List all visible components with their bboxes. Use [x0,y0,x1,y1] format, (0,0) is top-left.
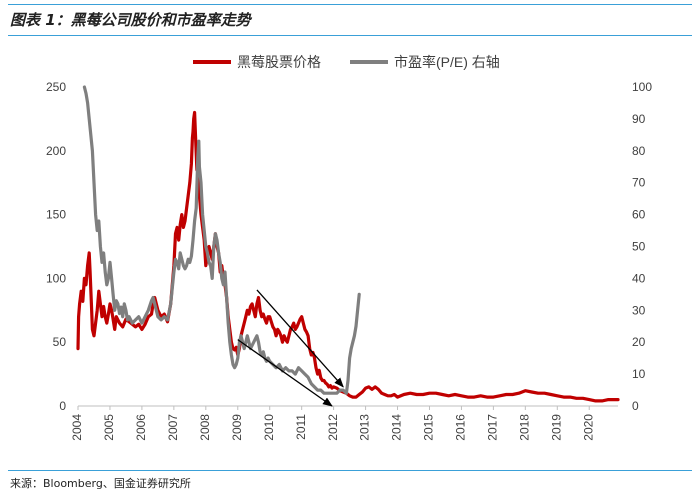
x-tick-label: 2008 [198,414,212,441]
y-right-tick-label: 0 [632,399,639,413]
trend-arrow-2 [237,339,333,407]
price-series-line [76,110,620,403]
title-rule-bottom [8,35,692,36]
y-right-tick-label: 10 [632,367,646,381]
y-left-tick-label: 100 [46,271,66,285]
legend-label-pe: 市盈率(P/E) 右轴 [394,54,500,70]
x-tick-label: 2014 [390,414,404,441]
y-left-tick-label: 250 [46,80,66,94]
x-tick-label: 2005 [102,414,116,441]
y-right-tick-label: 70 [632,176,646,190]
x-tick-label: 2015 [422,414,436,441]
title-rule-top [8,4,692,5]
series-layer [76,85,620,403]
footer-rule [8,470,692,471]
y-left-tick-label: 50 [53,335,67,349]
y-right-tick-label: 20 [632,335,646,349]
x-tick-label: 2017 [486,414,500,441]
legend-label-price: 黑莓股票价格 [237,54,321,70]
annotation-layer [237,289,344,407]
pe-series-line [82,85,361,395]
legend: 黑莓股票价格 市盈率(P/E) 右轴 [193,54,500,70]
x-tick-label: 2018 [518,414,532,441]
y-left-tick-label: 200 [46,144,66,158]
chart-svg: 黑莓股票价格 市盈率(P/E) 右轴 0 50 100 150 200 250 0 10 20 30… [46,54,652,441]
y-left-tick-label: 150 [46,208,66,222]
x-tick-label: 2012 [326,414,340,441]
x-tick-label: 2007 [166,414,180,441]
source-note: 来源：Bloomberg、国金证券研究所 [10,477,191,490]
chart-area: 黑莓股票价格 市盈率(P/E) 右轴 0 50 100 150 200 250 0 10 20 30… [0,40,700,460]
y-right-tick-label: 90 [632,112,646,126]
x-tick-label: 2020 [581,414,595,441]
x-tick-label: 2009 [230,414,244,441]
x-tick-label: 2013 [358,414,372,441]
x-tick-label: 2011 [294,414,308,440]
x-tick-label: 2010 [262,414,276,441]
axes: 0 50 100 150 200 250 0 10 20 30 40 50 60 70 80 90 100 200… [46,80,652,441]
y-right-tick-label: 80 [632,144,646,158]
x-tick-label: 2019 [549,414,563,441]
y-right-tick-label: 40 [632,271,646,285]
trend-arrow-1 [256,289,344,388]
x-tick-label: 2016 [454,414,468,441]
y-right-tick-label: 30 [632,303,646,317]
y-left-tick-label: 0 [59,399,66,413]
y-right-tick-label: 60 [632,208,646,222]
x-tick-label: 2004 [70,414,84,441]
y-right-tick-label: 100 [632,80,652,94]
y-right-tick-label: 50 [632,240,646,254]
x-tick-label: 2006 [134,414,148,441]
figure-title: 图表 1：黑莓公司股价和市盈率走势 [10,11,251,29]
